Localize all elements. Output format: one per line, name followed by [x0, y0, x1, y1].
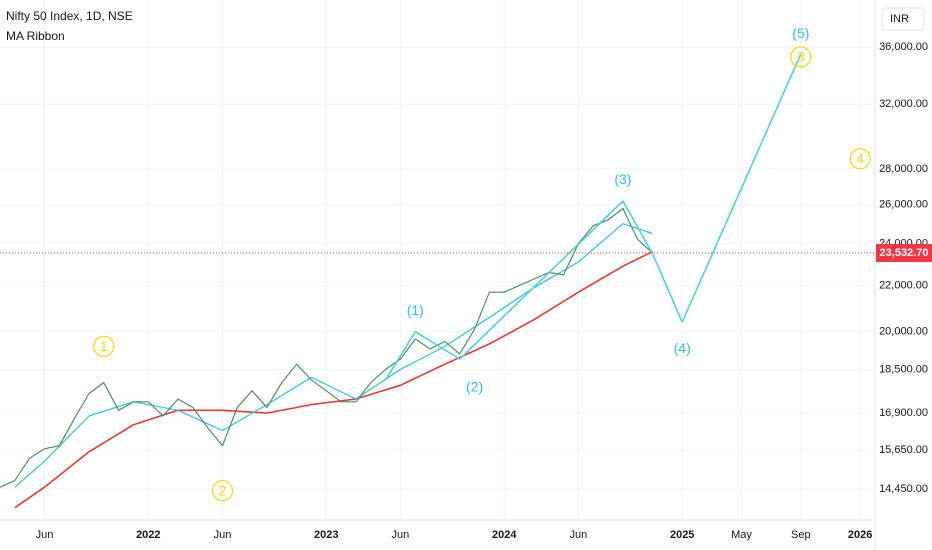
x-tick-label: 2024: [492, 529, 517, 541]
wave-label: 3: [797, 49, 805, 65]
wave-circle: [211, 479, 234, 502]
labels: 14,450.00 15,650.00 16,900.00 18,500.00 20,0…: [36, 25, 932, 541]
wave-label: (2): [466, 378, 483, 394]
x-tick-label: 2025: [670, 529, 694, 541]
plot: [0, 53, 875, 509]
wave-label: (4): [674, 340, 691, 356]
indicator-name: MA Ribbon: [6, 29, 65, 43]
last-price-label: 23,532.70: [880, 247, 929, 259]
currency-box[interactable]: [881, 7, 925, 31]
y-tick-label: 16,900.00: [879, 407, 928, 419]
y-tick-label: 26,000.00: [879, 199, 928, 211]
wave-label: (5): [792, 25, 809, 41]
y-tick-label: 32,000.00: [879, 98, 928, 110]
series-line: [384, 53, 802, 381]
y-tick-label: 15,650.00: [879, 444, 928, 456]
wave-label: (3): [614, 171, 631, 187]
x-tick-label: 2023: [314, 529, 338, 541]
x-tick-label: 2026: [848, 529, 872, 541]
x-tick-label: Jun: [392, 529, 410, 541]
x-tick-label: 2022: [136, 529, 160, 541]
wave-label: 1: [100, 338, 108, 354]
y-tick-label: 22,000.00: [879, 279, 928, 291]
x-tick-label: Jun: [570, 529, 588, 541]
y-tick-label: 20,000.00: [879, 326, 928, 338]
x-tick-label: May: [731, 529, 752, 541]
wave-circle: [93, 335, 115, 357]
wave-circle: [790, 46, 812, 68]
y-tick-label: 18,500.00: [879, 363, 928, 375]
wave-label: 4: [856, 150, 864, 166]
grid: [0, 0, 875, 520]
series-line: [0, 207, 653, 488]
y-tick-label: 28,000.00: [879, 163, 928, 175]
x-tick-label: Jun: [214, 529, 232, 541]
series-line: [14, 223, 653, 488]
x-tick-label: Sep: [791, 529, 811, 541]
currency[interactable]: INR: [890, 13, 909, 25]
y-tick-label: 14,450.00: [879, 483, 928, 495]
wave-label: 2: [219, 482, 227, 498]
last-price-box: [876, 243, 932, 262]
chart-title: Nifty 50 Index, 1D, NSE: [6, 9, 133, 23]
x-tick-label: Jun: [36, 529, 54, 541]
wave-circle: [849, 148, 871, 170]
wave-label: (1): [407, 302, 424, 318]
series-line: [14, 250, 653, 509]
y-tick-label: 36,000.00: [879, 41, 928, 53]
